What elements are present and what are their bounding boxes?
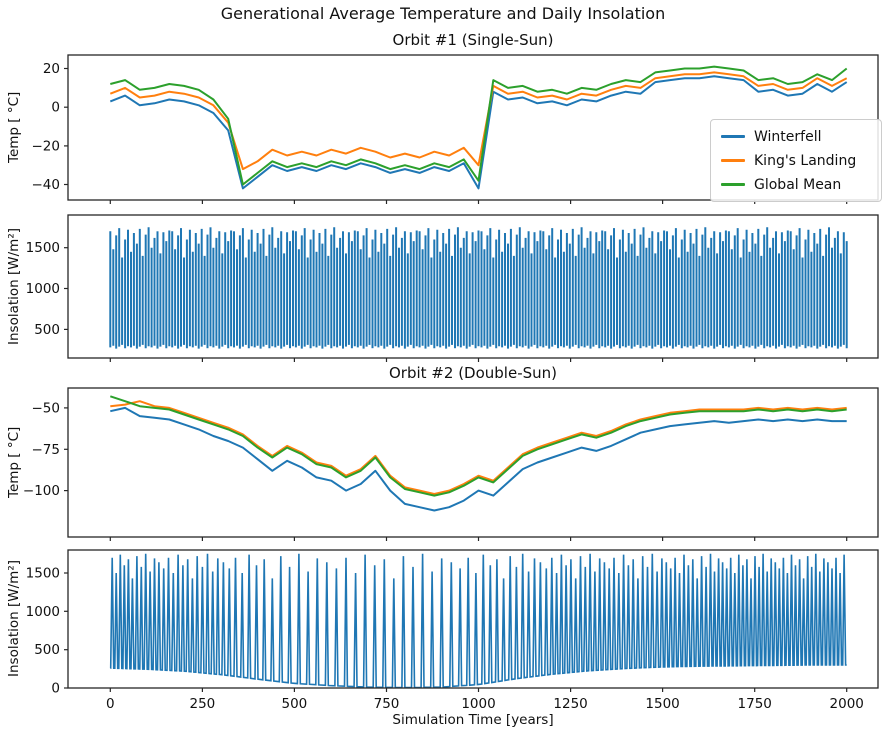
x-tick-label: 1000 (461, 696, 495, 712)
orbit2-temp-axes-frame (67, 387, 879, 538)
legend: Winterfell King's Landing Global Mean (710, 119, 882, 202)
y-tick-label: 1000 (26, 604, 60, 620)
y-tick-label: −75 (32, 442, 61, 458)
y-tick-label: −20 (32, 138, 61, 154)
legend-label-winterfell: Winterfell (754, 128, 822, 145)
y-tick-label: 1500 (26, 240, 60, 256)
orbit1-temp-line-global-mean (110, 65, 848, 186)
orbit1-title: Orbit #1 (Single-Sun) (392, 31, 554, 49)
orbit2-temp-plot: −50 −75 −100 (23, 387, 879, 541)
y-tick-label: −40 (32, 177, 61, 193)
orbit2-temp-ylabel: Temp [ °C] (6, 426, 22, 499)
orbit2-temp-line-global-mean (109, 395, 847, 497)
y-tick-label: 20 (43, 61, 60, 77)
legend-item-global-mean: Global Mean (721, 175, 871, 194)
x-tick-label: 250 (190, 696, 216, 712)
orbit2-title: Orbit #2 (Double-Sun) (389, 364, 557, 382)
y-tick-label: −50 (32, 400, 61, 416)
x-tick-label: 500 (282, 696, 308, 712)
x-tick-label: 1250 (553, 696, 587, 712)
legend-swatch-kings-landing (721, 159, 745, 162)
x-tick-label: 1500 (645, 696, 679, 712)
y-tick-label: 500 (34, 642, 60, 658)
y-tick-label: 500 (34, 322, 60, 338)
orbit1-insolation-ylabel: Insolation [W/m²] (6, 228, 22, 345)
y-tick-label: 1000 (26, 281, 60, 297)
orbit2-insolation-plot: 0 250 500 750 1000 1250 1500 1750 2000 1500 1000 50… (26, 549, 879, 712)
orbit2-temp-line-king-s-landing (110, 400, 847, 495)
orbit1-temp-line-winterfell (109, 75, 848, 190)
orbit1-temp-plot: 20 0 −20 −40 (32, 54, 879, 204)
x-tick-label: 1750 (738, 696, 772, 712)
orbit1-insolation-axes-frame (67, 214, 879, 359)
x-tick-label: 2000 (830, 696, 864, 712)
x-tick-label: 750 (374, 696, 400, 712)
legend-swatch-winterfell (721, 135, 745, 138)
y-tick-label: 0 (51, 100, 60, 116)
x-axis-label: Simulation Time [years] (392, 712, 554, 728)
y-tick-label: −100 (23, 483, 60, 499)
orbit2-temp-line-winterfell (110, 406, 847, 512)
orbit1-insolation-plot: 1500 1000 500 (26, 214, 879, 362)
orbit1-temp-ylabel: Temp [ °C] (6, 91, 22, 164)
y-tick-label: 1500 (26, 566, 60, 582)
orbit2-insolation-signal (109, 553, 847, 689)
legend-item-winterfell: Winterfell (721, 127, 871, 146)
x-tick-label: 0 (106, 696, 115, 712)
y-tick-label: 0 (51, 681, 60, 697)
legend-swatch-global-mean (721, 183, 745, 186)
orbit2-insolation-axes-frame (67, 549, 879, 689)
legend-item-kings-landing: King's Landing (721, 151, 871, 170)
figure-title: Generational Average Temperature and Dai… (220, 4, 666, 23)
legend-label-kings-landing: King's Landing (754, 152, 857, 169)
legend-label-global-mean: Global Mean (754, 176, 842, 193)
orbit2-insolation-ylabel: Insolation [W/m²] (6, 560, 22, 678)
